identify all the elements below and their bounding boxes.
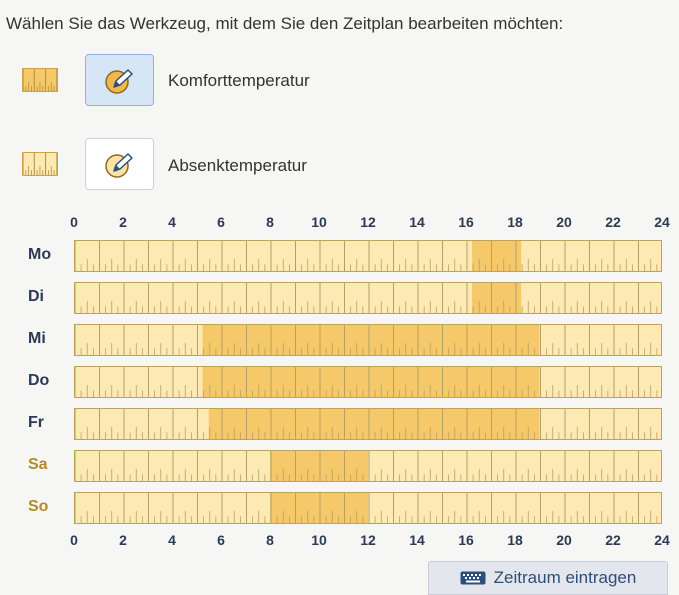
axis-tick-label: 8 xyxy=(266,214,274,230)
schedule-track xyxy=(75,367,658,397)
axis-tick-label: 2 xyxy=(119,214,127,230)
schedule-row-mo[interactable] xyxy=(74,240,662,272)
enter-period-label: Zeitraum eintragen xyxy=(493,568,637,587)
schedule-row-mi[interactable] xyxy=(74,324,662,356)
axis-tick-label: 16 xyxy=(458,214,474,230)
schedule-row-sa[interactable] xyxy=(74,450,662,482)
setback-tool-button[interactable] xyxy=(85,138,154,190)
keyboard-icon xyxy=(460,571,486,585)
schedule-row-di[interactable] xyxy=(74,282,662,314)
day-label: Mo xyxy=(28,246,52,263)
axis-tick-label: 20 xyxy=(556,532,572,548)
axis-tick-label: 6 xyxy=(217,214,225,230)
axis-tick-label: 18 xyxy=(507,214,523,230)
axis-tick-label: 12 xyxy=(360,214,376,230)
axis-tick-label: 24 xyxy=(654,532,670,548)
enter-period-button[interactable]: Zeitraum eintragen xyxy=(428,561,668,595)
schedule-track xyxy=(75,241,658,271)
schedule-track xyxy=(75,409,658,439)
pencil-circle-icon xyxy=(105,153,133,178)
comfort-period xyxy=(270,493,368,523)
pencil-circle-icon xyxy=(105,69,133,94)
day-label: Fr xyxy=(28,414,44,431)
setback-tool-label: Absenktemperatur xyxy=(168,156,307,175)
ruler-icon xyxy=(23,153,57,175)
day-label: Di xyxy=(28,288,44,305)
day-label: Sa xyxy=(28,456,48,473)
axis-tick-label: 8 xyxy=(266,532,274,548)
comfort-tool-button[interactable] xyxy=(85,54,154,106)
axis-tick-label: 2 xyxy=(119,532,127,548)
ruler-icon xyxy=(23,69,57,91)
schedule-row-do[interactable] xyxy=(74,366,662,398)
setback-swatch xyxy=(22,152,58,176)
schedule-track xyxy=(75,283,658,313)
axis-tick-label: 0 xyxy=(70,214,78,230)
schedule-track xyxy=(75,325,658,355)
schedule-track xyxy=(75,493,658,523)
axis-tick-label: 6 xyxy=(217,532,225,548)
schedule-track xyxy=(75,451,658,481)
comfort-swatch xyxy=(22,68,58,92)
schedule-row-fr[interactable] xyxy=(74,408,662,440)
axis-tick-label: 10 xyxy=(311,532,327,548)
comfort-period xyxy=(472,241,522,271)
schedule-row-so[interactable] xyxy=(74,492,662,524)
axis-tick-label: 0 xyxy=(70,532,78,548)
axis-tick-label: 22 xyxy=(605,214,621,230)
axis-tick-label: 24 xyxy=(654,214,670,230)
axis-tick-label: 4 xyxy=(168,532,176,548)
day-label: So xyxy=(28,498,49,515)
axis-tick-label: 14 xyxy=(409,532,425,548)
day-label: Do xyxy=(28,372,50,389)
axis-tick-label: 22 xyxy=(605,532,621,548)
comfort-tool-label: Komforttemperatur xyxy=(168,71,310,90)
comfort-period xyxy=(472,283,522,313)
axis-tick-label: 14 xyxy=(409,214,425,230)
day-label: Mi xyxy=(28,330,46,347)
axis-tick-label: 12 xyxy=(360,532,376,548)
axis-tick-label: 18 xyxy=(507,532,523,548)
axis-tick-label: 20 xyxy=(556,214,572,230)
axis-tick-label: 16 xyxy=(458,532,474,548)
comfort-period xyxy=(208,409,540,439)
comfort-period xyxy=(202,325,540,355)
comfort-period xyxy=(202,367,540,397)
instruction-text: Wählen Sie das Werkzeug, mit dem Sie den… xyxy=(6,14,564,33)
comfort-period xyxy=(270,451,368,481)
axis-tick-label: 4 xyxy=(168,214,176,230)
axis-tick-label: 10 xyxy=(311,214,327,230)
